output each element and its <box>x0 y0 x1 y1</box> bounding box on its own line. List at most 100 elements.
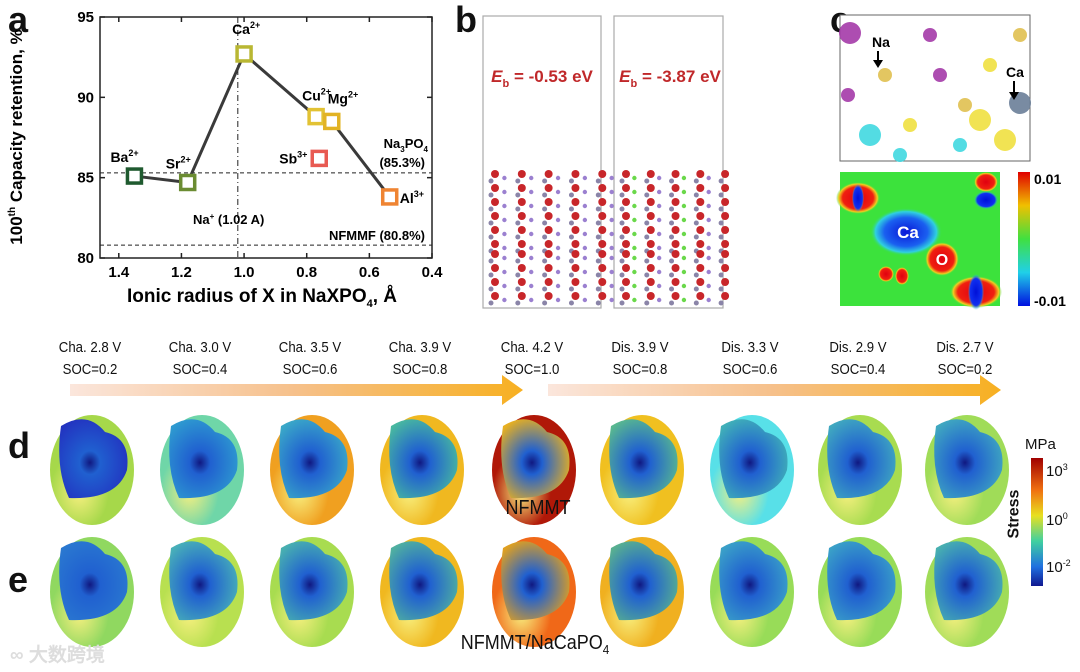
y-tick-label: 80 <box>77 250 94 267</box>
x-tick-label: 1.4 <box>108 264 130 281</box>
panel-label-a: a <box>8 0 29 40</box>
stress-particle-d <box>492 415 576 525</box>
soc-arrows <box>70 375 1001 405</box>
crystal-structures: Eb = -0.53 eV Eb = -3.87 eV Ca2+ <box>482 15 730 309</box>
stress-particle-d <box>710 415 794 525</box>
stress-particle-e <box>380 537 464 647</box>
binding-energy-ca-doped: Eb = -3.87 eV <box>619 67 721 90</box>
x-tick-label: 0.6 <box>359 264 380 281</box>
state-caption: Cha. 3.5 V SOC=0.6 <box>262 337 359 381</box>
x-tick-label: 1.2 <box>171 264 192 281</box>
x-tick-label: 0.4 <box>422 264 444 281</box>
charge-arrow-icon <box>70 375 523 405</box>
point-label-sr: Sr2+ <box>166 154 191 171</box>
stress-particle-d <box>925 415 1009 525</box>
state-caption: Cha. 3.9 V SOC=0.8 <box>372 337 469 381</box>
state-caption: Dis. 3.9 V SOC=0.8 <box>592 337 689 381</box>
point-label-sb: Sb3+ <box>279 149 307 166</box>
point-label-cu: Cu2+ <box>302 87 331 104</box>
stress-particle-d <box>160 415 244 525</box>
soc-label: SOC=0.6 <box>282 361 338 378</box>
voltage-label: Cha. 4.2 V <box>500 339 564 356</box>
stress-particle-e <box>600 537 684 647</box>
charge-difference-map: Ca O <box>836 172 1002 310</box>
stress-title: Stress <box>1005 489 1023 539</box>
ca-doped-lattice <box>619 170 730 306</box>
stress-particle-e <box>818 537 902 647</box>
na-radius-label: Na+ (1.02 A) <box>193 212 264 227</box>
charge-isosurface <box>923 28 937 42</box>
voltage-label: Cha. 3.5 V <box>278 339 342 356</box>
state-caption: Dis. 2.7 V SOC=0.2 <box>917 337 1014 381</box>
stress-unit: MPa <box>1025 436 1056 453</box>
point-label-ba: Ba2+ <box>110 148 138 165</box>
ca-atom-label: Ca <box>1006 64 1024 80</box>
series-line <box>134 51 391 198</box>
charge-isosurface <box>841 88 855 102</box>
row-e-label: NFMMT/NaCaPO4 <box>460 632 610 657</box>
stress-tick-1e-2: 10-2 <box>1046 558 1071 576</box>
y-tick-label: 95 <box>77 9 94 26</box>
stress-tick-1e0: 100 <box>1046 511 1068 529</box>
plot-frame <box>99 16 433 259</box>
stress-particle-d <box>818 415 902 525</box>
pristine-lattice <box>488 170 614 306</box>
charge-isosurface <box>839 22 861 44</box>
x-axis-label: Ionic radius of X in NaXPO4, Å <box>127 286 397 310</box>
stress-particle-d <box>600 415 684 525</box>
colorbar-min: -0.01 <box>1034 293 1066 309</box>
voltage-label: Dis. 2.9 V <box>829 339 887 356</box>
state-caption: Cha. 4.2 V SOC=1.0 <box>484 337 581 381</box>
charge-isosurface <box>903 118 917 132</box>
stress-particle-e <box>925 537 1009 647</box>
charge-isosurface <box>994 129 1016 151</box>
data-point-mg <box>323 112 341 131</box>
y-tick-label: 90 <box>77 89 94 106</box>
nfmmf-ref-label: NFMMF (80.8%) <box>329 228 425 243</box>
panel-label-e: e <box>8 559 29 600</box>
na-atom-label: Na <box>872 34 890 50</box>
data-point-ca <box>235 45 253 63</box>
stress-particle-d <box>270 415 354 525</box>
soc-label: SOC=0.4 <box>830 361 886 378</box>
state-caption: Cha. 2.8 V SOC=0.2 <box>42 337 139 381</box>
voltage-label: Dis. 3.9 V <box>611 339 669 356</box>
discharge-arrow-icon <box>548 375 1001 405</box>
voltage-label: Dis. 2.7 V <box>936 339 994 356</box>
voltage-label: Cha. 2.8 V <box>58 339 122 356</box>
point-label-mg: Mg2+ <box>328 89 358 106</box>
stress-particle-e <box>160 537 244 647</box>
stress-particle-e <box>492 537 576 647</box>
soc-label: SOC=0.6 <box>722 361 778 378</box>
state-caption: Dis. 3.3 V SOC=0.6 <box>702 337 799 381</box>
panel-label-b: b <box>455 0 477 40</box>
voltage-label: Dis. 3.3 V <box>721 339 779 356</box>
stress-particle-d <box>50 415 134 525</box>
charge-isosurface <box>893 148 907 162</box>
state-caption: Dis. 2.9 V SOC=0.4 <box>810 337 907 381</box>
soc-label: SOC=0.8 <box>392 361 448 378</box>
charge-isosurface <box>878 68 892 82</box>
voltage-label: Cha. 3.9 V <box>388 339 452 356</box>
panel-label-d: d <box>8 425 30 466</box>
point-label-al: Al3+ <box>400 189 424 206</box>
structure-box-pristine <box>482 15 602 309</box>
y-axis-label: 100th Capacity retention, % <box>7 29 26 244</box>
na3po4-ref-value: (85.3%) <box>379 155 425 170</box>
stress-tick-1e3: 103 <box>1046 462 1068 480</box>
soc-label: SOC=0.2 <box>937 361 993 378</box>
x-tick-label: 0.8 <box>296 264 317 281</box>
charge-isosurface <box>969 109 991 131</box>
state-caption: Cha. 3.0 V SOC=0.4 <box>152 337 249 381</box>
charge-density-panel: Na Ca Ca O 0.01 -0.01 <box>836 14 1066 310</box>
na-arrow-icon <box>873 51 883 68</box>
charge-isosurface <box>859 124 881 146</box>
charge-colorbar <box>1018 172 1030 306</box>
voltage-label: Cha. 3.0 V <box>168 339 232 356</box>
y-tick-label: 85 <box>77 170 94 187</box>
watermark: ∞ 大数跨境 <box>10 645 105 666</box>
stress-particle-e <box>710 537 794 647</box>
charge-isosurface <box>1013 28 1027 42</box>
data-point-cu <box>307 107 325 126</box>
charge-isosurface <box>958 98 972 112</box>
